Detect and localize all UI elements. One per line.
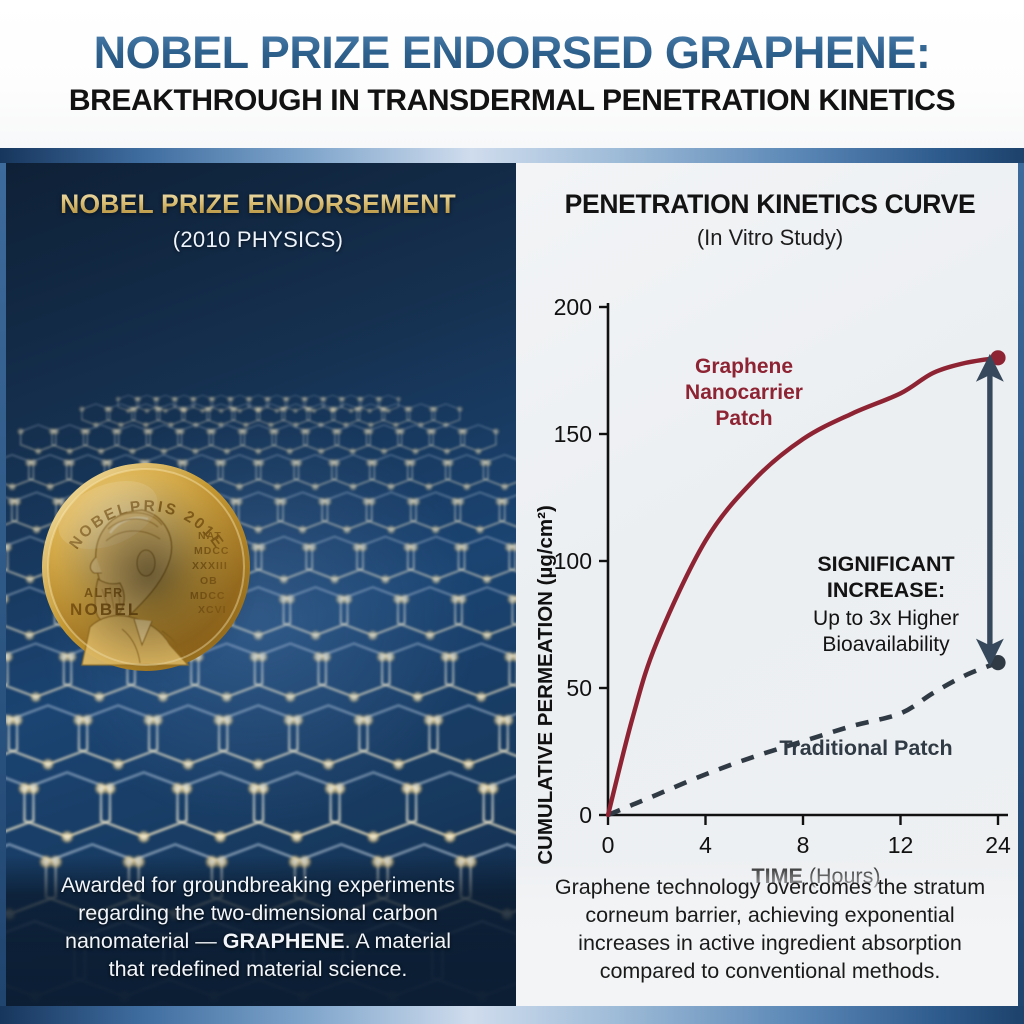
bottom-divider-band (0, 1006, 1024, 1024)
header: NOBEL PRIZE ENDORSED GRAPHENE: BREAKTHRO… (0, 0, 1024, 148)
page-subtitle: BREAKTHROUGH IN TRANSDERMAL PENETRATION … (68, 84, 956, 118)
chart-panel: PENETRATION KINETICS CURVE (In Vitro Stu… (516, 163, 1024, 1006)
annotation-line1: SIGNIFICANT (817, 552, 954, 576)
annotation-text: SIGNIFICANT INCREASE: Up to 3x Higher Bi… (813, 552, 959, 656)
nobel-caption-line1: Awarded for groundbreaking experiments (60, 873, 455, 898)
right-edge-border (1018, 163, 1024, 1006)
series-curve-graphene (605, 355, 1001, 818)
svg-text:Patch: Patch (715, 407, 772, 430)
nobel-caption-line4: that redefined material science. (108, 957, 408, 982)
y-axis-tick-labels: 0 50 100 150 200 (554, 294, 592, 828)
chart-title: PENETRATION KINETICS CURVE (564, 189, 976, 219)
x-tick-12: 12 (888, 832, 914, 858)
x-tick-24: 24 (985, 832, 1011, 858)
x-tick-0: 0 (602, 832, 615, 858)
page-title: NOBEL PRIZE ENDORSED GRAPHENE: (93, 26, 931, 78)
x-tick-4: 4 (699, 832, 712, 858)
x-axis-tick-labels: 0 4 8 12 24 (602, 832, 1011, 858)
y-tick-100: 100 (554, 548, 592, 574)
y-axis-label: CUMULATIVE PERMEATION (µg/cm²) (534, 505, 557, 865)
nobel-caption-line2: regarding the two-dimensional carbon (78, 901, 438, 926)
chart-caption-line3: increases in active ingredient absorptio… (578, 931, 962, 956)
nobel-caption-line3: nanomaterial — GRAPHENE. A material (65, 929, 451, 954)
nobel-panel: NOBEL PRIZE ENDORSEMENT (2010 PHYSICS) (0, 163, 516, 1006)
left-edge-border (0, 163, 6, 1006)
chart-caption-line4: compared to conventional methods. (599, 959, 941, 984)
chart-subtitle: (In Vitro Study) (696, 225, 844, 250)
svg-text:Graphene: Graphene (695, 355, 793, 378)
nobel-panel-title: NOBEL PRIZE ENDORSEMENT (0, 189, 516, 220)
svg-text:Traditional Patch: Traditional Patch (779, 736, 952, 760)
chart-caption-line1: Graphene technology overcomes the stratu… (554, 875, 986, 900)
top-divider-band (0, 148, 1024, 163)
chart-heading-group: PENETRATION KINETICS CURVE (In Vitro Stu… (516, 163, 1024, 251)
y-tick-200: 200 (554, 294, 592, 320)
annotation-line3: Up to 3x Higher (813, 607, 959, 630)
x-tick-8: 8 (797, 832, 810, 858)
penetration-kinetics-chart: 0 50 100 150 200 0 4 8 12 24 CUMULATIVE PERMEATI… (534, 294, 1011, 888)
y-tick-150: 150 (554, 421, 592, 447)
series-label-traditional: Traditional Patch (779, 736, 952, 760)
y-tick-50: 50 (566, 675, 592, 701)
series-endpoint-traditional (990, 655, 1006, 671)
y-tick-0: 0 (579, 802, 592, 828)
panels-container: NOBEL PRIZE ENDORSEMENT (2010 PHYSICS) (0, 163, 1024, 1006)
series-endpoint-graphene (990, 350, 1006, 366)
annotation-line2: INCREASE: (827, 578, 945, 602)
nobel-caption: Awarded for groundbreaking experiments r… (0, 856, 516, 1006)
series-label-graphene: Graphene Nanocarrier Patch (685, 355, 803, 430)
chart-caption: Graphene technology overcomes the stratu… (516, 860, 1024, 1006)
annotation-line4: Bioavailability (822, 633, 950, 656)
nobel-heading-group: NOBEL PRIZE ENDORSEMENT (2010 PHYSICS) (0, 163, 516, 253)
chart-axes (599, 303, 1008, 825)
medal-shadow (44, 469, 256, 681)
chart-caption-line2: corneum barrier, achieving exponential (585, 903, 955, 928)
nobel-panel-subtitle: (2010 PHYSICS) (172, 227, 344, 252)
nobel-medal: NOBELPRIS 201E (38, 459, 256, 681)
svg-text:Nanocarrier: Nanocarrier (685, 381, 803, 404)
